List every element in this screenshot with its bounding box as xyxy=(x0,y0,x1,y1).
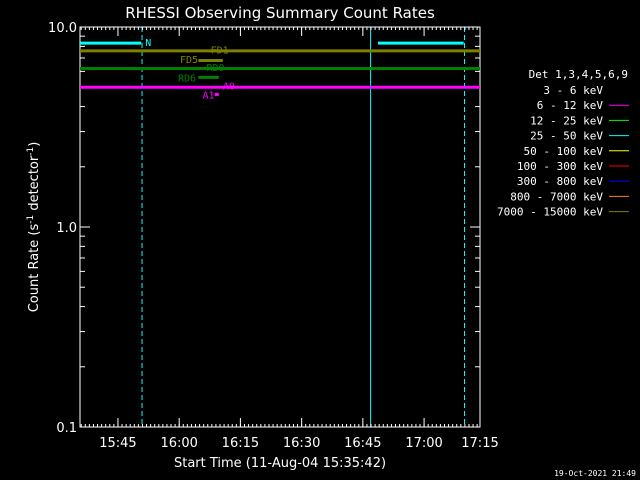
legend-label: 6 - 12 keV xyxy=(537,99,604,112)
y-tick-label: 10.0 xyxy=(48,21,77,36)
flag-label: A0 xyxy=(223,81,235,92)
x-tick-label: 16:15 xyxy=(222,436,259,451)
flag-label: RD6 xyxy=(178,73,196,84)
legend-label: 25 - 50 keV xyxy=(530,130,603,143)
legend-title: Det 1,3,4,5,6,9 xyxy=(529,68,628,81)
legend-label: 50 - 100 keV xyxy=(524,145,604,158)
flag-label: A1 xyxy=(202,90,214,101)
x-tick-label: 16:45 xyxy=(344,436,381,451)
legend-label: 300 - 800 keV xyxy=(517,175,603,188)
x-tick-label: 17:15 xyxy=(461,436,498,451)
flag-label: N xyxy=(145,38,151,49)
flag-label: FD1 xyxy=(211,46,229,57)
x-tick-label: 16:30 xyxy=(283,436,320,451)
legend-label: 100 - 300 keV xyxy=(517,160,603,173)
legend-label: 3 - 6 keV xyxy=(543,84,603,97)
legend-label: 12 - 25 keV xyxy=(530,114,603,127)
y-tick-label: 1.0 xyxy=(56,221,77,236)
flag-label: RD0 xyxy=(207,63,225,74)
timestamp: 19-Oct-2021 21:49 xyxy=(554,469,636,478)
legend-label: 7000 - 15000 keV xyxy=(497,206,603,219)
x-axis-label: Start Time (11-Aug-04 15:35:42) xyxy=(174,456,386,471)
plot-area: 0.1 1.0 10.0 15:45 16:00 16:15 16:30 16:45 17:00… xyxy=(26,21,499,451)
y-axis-label: Count Rate (s-1 detector-1) xyxy=(26,142,42,313)
x-tick-label: 17:00 xyxy=(405,436,442,451)
legend: Det 1,3,4,5,6,9 3 - 6 keV 6 - 12 keV 12 - 2… xyxy=(497,68,629,219)
flag-label: FD5 xyxy=(180,55,198,66)
y-tick-label: 0.1 xyxy=(56,421,77,436)
x-tick-label: 15:45 xyxy=(99,436,136,451)
chart-title: RHESSI Observing Summary Count Rates xyxy=(125,4,435,22)
legend-label: 800 - 7000 keV xyxy=(510,190,603,203)
x-tick-label: 16:00 xyxy=(160,436,197,451)
